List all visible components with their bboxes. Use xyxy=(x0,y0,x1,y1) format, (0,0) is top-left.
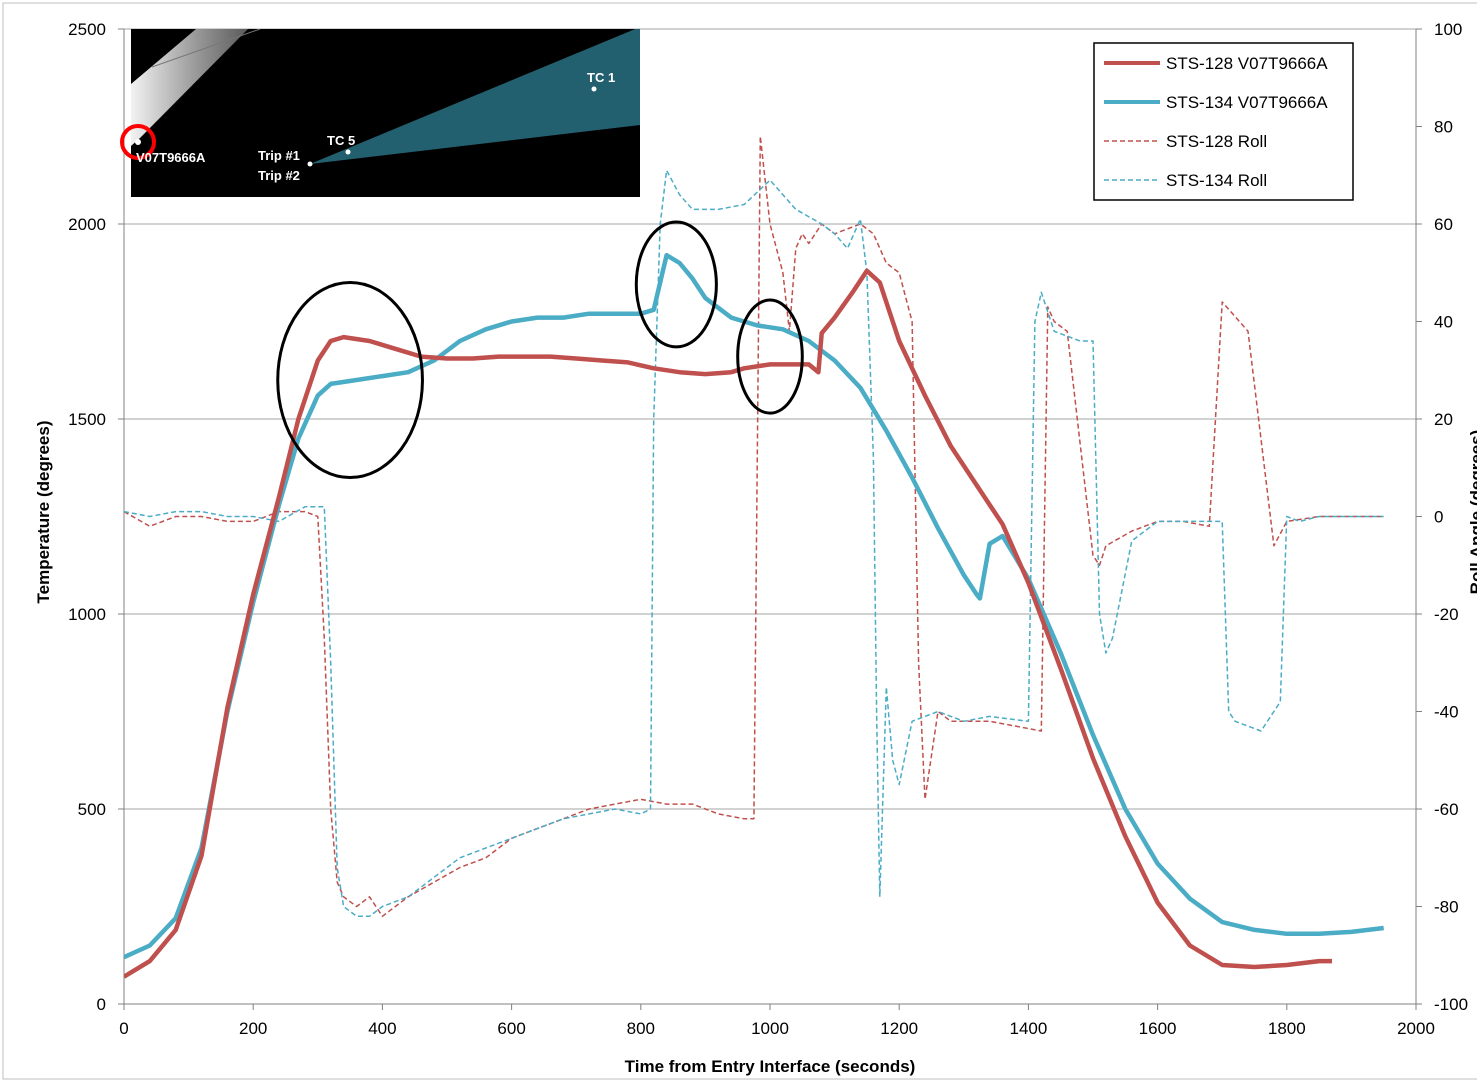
inset-label-v07: V07T9666A xyxy=(136,150,206,165)
y-tick-label-1: 500 xyxy=(78,800,106,819)
legend-box xyxy=(1093,42,1354,201)
legend-label-sts134-temp: STS-134 V07T9666A xyxy=(1166,93,1328,112)
legend-label-sts134-roll: STS-134 Roll xyxy=(1166,171,1267,190)
y2-tick-label-1: -80 xyxy=(1434,898,1459,917)
inset-label-tc1: TC 1 xyxy=(587,70,615,85)
inset-cone xyxy=(310,29,640,164)
annotation-layer xyxy=(276,220,804,479)
series-line-sts-134-v07t9666a xyxy=(124,252,1384,960)
x-tick-label-5: 1000 xyxy=(751,1019,789,1038)
x-tick-label-0: 0 xyxy=(119,1019,128,1038)
y2-tick-label-9: 80 xyxy=(1434,118,1453,137)
legend-label-sts128-roll: STS-128 Roll xyxy=(1166,132,1267,151)
y-tick-label-3: 1500 xyxy=(68,410,106,429)
y-axis-ticks: 0 500 1000 1500 2000 2500 xyxy=(68,20,124,1014)
inset-point-v07 xyxy=(135,139,141,145)
y2-tick-label-8: 60 xyxy=(1434,215,1453,234)
x-tick-label-3: 600 xyxy=(497,1019,525,1038)
inset-point-tc1 xyxy=(591,86,597,92)
x-tick-label-6: 1200 xyxy=(880,1019,918,1038)
x-axis-ticks: 0 200 400 600 800 1000 1200 1400 1600 1800 2000 xyxy=(119,1004,1435,1038)
x-tick-label-10: 2000 xyxy=(1397,1019,1435,1038)
y-tick-label-4: 2000 xyxy=(68,215,106,234)
x-tick-label-8: 1600 xyxy=(1139,1019,1177,1038)
series-line-sts-128-roll xyxy=(124,135,1384,918)
y-axis-title: Temperature (degrees) xyxy=(34,421,53,604)
series-line-sts-128-v07t9666a xyxy=(124,268,1332,979)
y2-axis-title: Roll Angle (degrees) xyxy=(1467,430,1477,595)
inset-surface-line xyxy=(151,29,261,68)
inset-point-tc5 xyxy=(345,149,351,155)
y2-tick-label-7: 40 xyxy=(1434,313,1453,332)
x-tick-label-2: 400 xyxy=(368,1019,396,1038)
x-tick-label-9: 1800 xyxy=(1268,1019,1306,1038)
annotation-ellipse-1 xyxy=(634,220,718,349)
annotation-ellipse-0 xyxy=(276,281,424,479)
y2-tick-label-10: 100 xyxy=(1434,20,1462,39)
legend: STS-128 V07T9666A STS-134 V07T9666A STS-… xyxy=(1093,42,1354,201)
series-layer xyxy=(124,135,1384,979)
inset-label-tc5: TC 5 xyxy=(327,133,355,148)
y2-tick-label-6: 20 xyxy=(1434,410,1453,429)
legend-label-sts128-temp: STS-128 V07T9666A xyxy=(1166,54,1328,73)
x-tick-label-7: 1400 xyxy=(1009,1019,1047,1038)
inset-nose-surface xyxy=(131,29,248,146)
inset-red-marker xyxy=(120,124,156,160)
series-line-sts-134-roll xyxy=(124,169,1384,918)
inset-label-trip2: Trip #2 xyxy=(258,168,300,183)
annotation-ellipse-2 xyxy=(736,298,804,415)
y2-axis-ticks: -100 -80 -60 -40 -20 0 20 40 60 80 100 xyxy=(1416,20,1468,1014)
y-tick-label-5: 2500 xyxy=(68,20,106,39)
y2-tick-label-5: 0 xyxy=(1434,508,1443,527)
x-tick-label-1: 200 xyxy=(239,1019,267,1038)
inset-label-trip1: Trip #1 xyxy=(258,148,300,163)
y2-tick-label-3: -40 xyxy=(1434,703,1459,722)
x-axis-title: Time from Entry Interface (seconds) xyxy=(625,1057,916,1076)
inset-diagram: V07T9666A Trip #1 Trip #2 TC 5 TC 1 xyxy=(120,29,640,197)
y-tick-label-0: 0 xyxy=(97,995,106,1014)
y-tick-label-2: 1000 xyxy=(68,605,106,624)
y2-tick-label-0: -100 xyxy=(1434,995,1468,1014)
y2-tick-label-2: -60 xyxy=(1434,800,1459,819)
inset-point-trip xyxy=(307,161,313,167)
y2-tick-label-4: -20 xyxy=(1434,605,1459,624)
x-tick-label-4: 800 xyxy=(627,1019,655,1038)
